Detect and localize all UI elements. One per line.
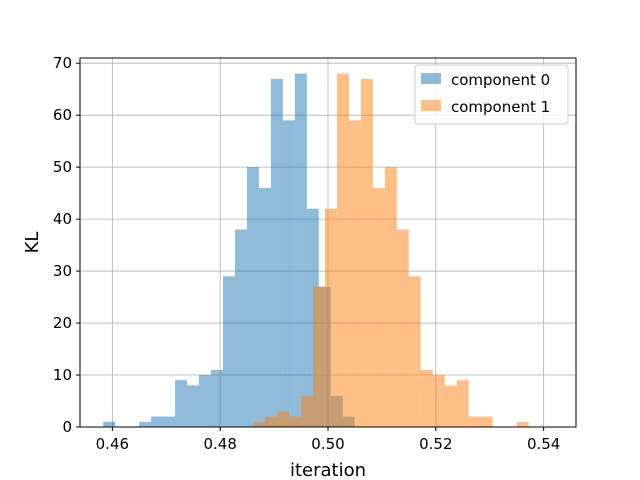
legend-swatch-component-0: [421, 73, 441, 84]
bar-series-0-bin-14: [270, 78, 283, 428]
bar-series-0-bin-5: [163, 416, 176, 427]
bar-series-1-bin-12: [396, 229, 409, 427]
bar-series-1-bin-1: [265, 416, 278, 427]
y-tick-label-5: 50: [53, 158, 72, 176]
bar-series-0-bin-13: [258, 187, 271, 427]
y-tick-label-4: 40: [53, 210, 72, 228]
x-tick-label-3: 0.52: [419, 435, 452, 453]
x-tick-label-0: 0.46: [96, 435, 129, 453]
legend-label-component-0: component 0: [451, 71, 550, 89]
bar-series-1-bin-3: [288, 416, 301, 427]
bar-series-1-bin-9: [360, 78, 373, 428]
bar-series-0-bin-6: [175, 380, 188, 427]
bar-series-0-bin-17: [306, 208, 319, 427]
bar-series-1-bin-0: [253, 421, 266, 427]
y-tick-label-2: 20: [53, 314, 72, 332]
x-tick-label-1: 0.48: [203, 435, 236, 453]
bar-series-0-bin-8: [199, 375, 211, 427]
bar-series-0-bin-15: [282, 120, 295, 427]
y-tick-label-3: 30: [53, 262, 72, 280]
bar-series-1-bin-6: [324, 208, 337, 427]
bar-series-1-bin-16: [444, 385, 457, 427]
bar-series-1-bin-18: [468, 416, 481, 427]
bar-series-1-bin-10: [372, 187, 385, 427]
bar-series-0-bin-10: [222, 276, 235, 427]
x-axis-label: iteration: [290, 460, 366, 480]
legend-box: [414, 64, 569, 125]
bar-series-0-bin-0: [103, 421, 116, 427]
bar-series-1-bin-2: [277, 411, 289, 427]
bar-series-1-bin-17: [456, 380, 469, 427]
bar-series-1-bin-7: [336, 73, 349, 427]
bar-series-1-bin-5: [312, 286, 325, 427]
bars: [103, 73, 529, 428]
x-tick-label-4: 0.54: [527, 435, 560, 453]
bar-series-0-bin-9: [210, 369, 223, 427]
bar-series-1-bin-13: [408, 276, 421, 427]
legend-swatch-component-1: [421, 100, 441, 111]
bar-series-1-bin-4: [300, 395, 313, 427]
y-tick-label-7: 70: [53, 54, 72, 72]
bar-series-1-bin-22: [516, 421, 529, 427]
y-tick-label-0: 0: [62, 418, 72, 436]
y-tick-label-6: 60: [53, 106, 72, 124]
bar-series-1-bin-8: [348, 120, 361, 427]
y-axis-label: KL: [22, 232, 43, 254]
bar-series-0-bin-16: [294, 73, 307, 427]
bar-series-1-bin-19: [480, 416, 493, 427]
x-tick-label-2: 0.50: [311, 435, 344, 453]
bar-series-0-bin-4: [151, 416, 164, 427]
bar-series-0-bin-3: [139, 421, 152, 427]
bar-series-1-bin-11: [384, 167, 397, 427]
bar-series-1-bin-14: [420, 369, 433, 427]
bar-series-0-bin-11: [234, 229, 247, 427]
bar-series-1-bin-15: [432, 375, 445, 427]
legend-label-component-1: component 1: [451, 98, 550, 116]
bar-series-0-bin-7: [187, 385, 200, 427]
legend: component 0 component 1: [414, 64, 569, 125]
axis-ticks: 0.46 0.48 0.50 0.52 0.54 0 10 20 30 40 50 60 70: [53, 54, 560, 453]
bar-series-0-bin-12: [246, 167, 259, 427]
y-tick-label-1: 10: [53, 366, 72, 384]
